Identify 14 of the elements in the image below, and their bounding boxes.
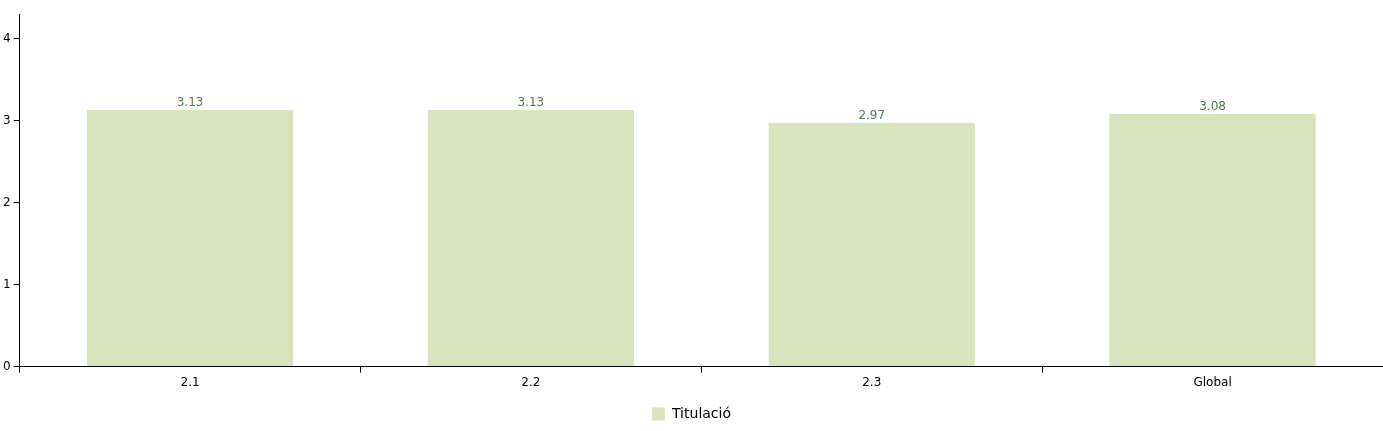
y-tick-label: 0 <box>2 358 11 373</box>
x-tick-label: 2.2 <box>521 374 541 389</box>
y-tick-label: 2 <box>2 194 11 209</box>
y-tick-label: 3 <box>2 112 11 127</box>
legend-label: Titulació <box>671 404 731 421</box>
x-tick-label: 2.1 <box>180 374 200 389</box>
data-label: 3.13 <box>176 95 204 110</box>
data-label: 2.97 <box>858 108 886 123</box>
y-tick-label: 1 <box>2 276 11 291</box>
x-tick-label: 2.3 <box>862 374 882 389</box>
y-tick-label: 4 <box>2 30 11 45</box>
x-tick-label: Global <box>1193 374 1232 389</box>
data-label: 3.13 <box>517 95 545 110</box>
data-label: 3.08 <box>1199 99 1226 114</box>
